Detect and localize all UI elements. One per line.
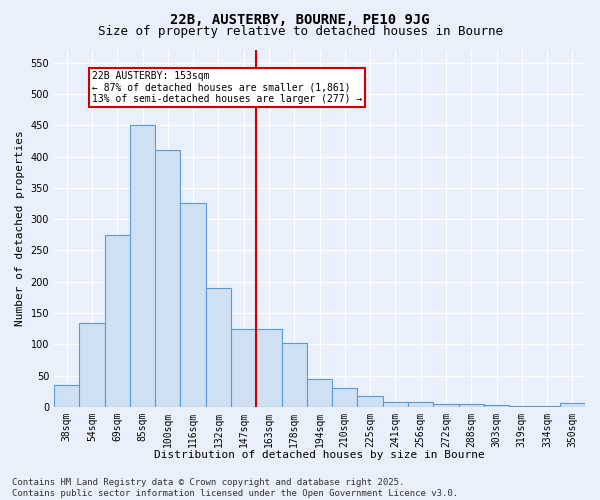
Bar [332,388,358,407]
Bar [433,404,458,407]
Bar [181,204,206,407]
Bar [560,404,585,407]
Text: Size of property relative to detached houses in Bourne: Size of property relative to detached ho… [97,25,503,38]
Bar [231,329,256,407]
Bar [206,288,231,407]
Text: 22B, AUSTERBY, BOURNE, PE10 9JG: 22B, AUSTERBY, BOURNE, PE10 9JG [170,12,430,26]
Bar [383,402,408,407]
X-axis label: Distribution of detached houses by size in Bourne: Distribution of detached houses by size … [154,450,485,460]
Bar [54,385,79,407]
Bar [155,150,181,407]
Bar [79,322,104,407]
Bar [281,342,307,407]
Bar [458,404,484,407]
Bar [484,405,509,407]
Text: Contains HM Land Registry data © Crown copyright and database right 2025.
Contai: Contains HM Land Registry data © Crown c… [12,478,458,498]
Text: 22B AUSTERBY: 153sqm
← 87% of detached houses are smaller (1,861)
13% of semi-de: 22B AUSTERBY: 153sqm ← 87% of detached h… [92,70,362,104]
Bar [408,402,433,407]
Bar [358,396,383,407]
Bar [509,406,535,407]
Y-axis label: Number of detached properties: Number of detached properties [15,130,25,326]
Bar [130,125,155,407]
Bar [256,329,281,407]
Bar [535,406,560,407]
Bar [104,235,130,407]
Bar [307,379,332,407]
